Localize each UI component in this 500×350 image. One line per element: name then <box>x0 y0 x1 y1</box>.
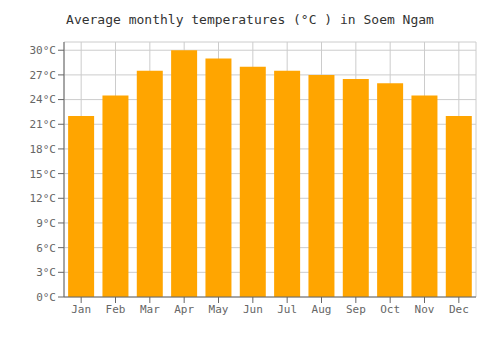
svg-text:27°C: 27°C <box>30 69 57 82</box>
svg-text:Apr: Apr <box>174 303 194 316</box>
svg-text:Jan: Jan <box>71 303 91 316</box>
svg-text:Nov: Nov <box>415 303 435 316</box>
svg-text:15°C: 15°C <box>30 168 57 181</box>
svg-text:12°C: 12°C <box>30 192 57 205</box>
svg-text:18°C: 18°C <box>30 143 57 156</box>
svg-text:Feb: Feb <box>106 303 126 316</box>
svg-text:21°C: 21°C <box>30 118 57 131</box>
svg-text:3°C: 3°C <box>36 266 56 279</box>
svg-text:6°C: 6°C <box>36 242 56 255</box>
svg-text:Sep: Sep <box>346 303 366 316</box>
svg-text:9°C: 9°C <box>36 217 56 230</box>
svg-text:Mar: Mar <box>140 303 160 316</box>
html-text:Average monthly temperatures (: Average monthly temperatures (°C ) in So… <box>66 12 434 27</box>
svg-text:Jun: Jun <box>243 303 263 316</box>
svg-text:Dec: Dec <box>449 303 469 316</box>
svg-text:24°C: 24°C <box>30 93 57 106</box>
svg-text:Aug: Aug <box>312 303 332 316</box>
svg-text:Jul: Jul <box>277 303 297 316</box>
svg-text:0°C: 0°C <box>36 291 56 304</box>
svg-text:Oct: Oct <box>380 303 400 316</box>
svg-text:30°C: 30°C <box>30 44 57 57</box>
svg-text:May: May <box>209 303 229 316</box>
